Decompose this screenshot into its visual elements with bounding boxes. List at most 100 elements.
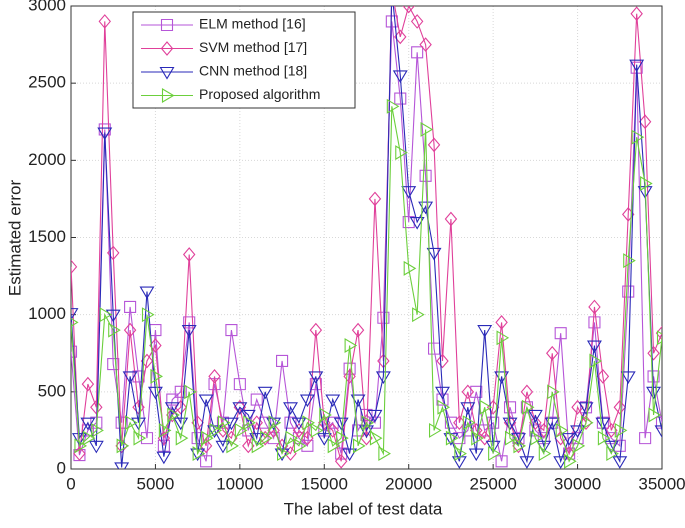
point-marker <box>251 438 265 454</box>
point-marker <box>547 384 560 400</box>
point-marker <box>454 446 467 462</box>
point-marker <box>351 322 365 338</box>
y-tick-label: 1000 <box>28 304 66 323</box>
point-marker <box>385 15 398 28</box>
point-marker <box>198 394 214 408</box>
point-marker <box>630 61 643 74</box>
point-marker <box>648 407 662 423</box>
point-marker <box>90 399 103 415</box>
point-marker <box>521 399 535 415</box>
series-line <box>71 21 662 462</box>
point-marker <box>479 399 493 415</box>
point-marker <box>538 446 552 462</box>
point-marker <box>403 260 417 276</box>
point-marker <box>285 430 299 446</box>
point-marker <box>597 430 611 446</box>
legend-box <box>132 11 356 109</box>
point-marker <box>325 394 341 408</box>
point-marker <box>412 307 425 323</box>
point-marker <box>326 423 339 438</box>
point-marker <box>175 430 189 446</box>
point-marker <box>71 308 79 321</box>
point-marker <box>640 176 653 191</box>
point-marker <box>74 438 88 454</box>
point-marker <box>310 422 324 438</box>
point-marker <box>488 446 501 462</box>
point-marker <box>82 430 96 446</box>
point-marker <box>572 438 586 454</box>
point-marker <box>392 70 408 84</box>
point-marker <box>410 14 424 29</box>
point-marker <box>215 440 231 454</box>
point-marker <box>529 415 542 431</box>
point-marker <box>461 384 475 400</box>
point-marker <box>367 409 383 423</box>
point-marker <box>88 440 104 454</box>
point-marker <box>97 127 113 141</box>
y-tick-label: 2000 <box>28 150 66 169</box>
point-marker <box>299 394 315 408</box>
point-marker <box>647 345 660 361</box>
point-marker <box>302 415 315 431</box>
point-marker <box>191 415 204 431</box>
point-marker <box>334 453 348 469</box>
point-marker <box>344 338 358 353</box>
point-marker <box>116 438 130 454</box>
point-marker <box>208 378 221 391</box>
point-marker <box>402 216 415 229</box>
y-tick-label: 0 <box>57 458 66 477</box>
point-marker <box>411 46 424 59</box>
point-marker <box>444 211 458 227</box>
point-marker <box>495 315 508 330</box>
legend-label: CNN method [18] <box>199 63 307 79</box>
point-marker <box>99 307 113 323</box>
point-marker <box>586 340 602 354</box>
point-marker <box>327 438 341 454</box>
plot-area <box>71 6 662 469</box>
point-marker <box>589 353 603 369</box>
point-marker <box>308 371 324 384</box>
point-marker <box>319 407 332 423</box>
point-marker <box>283 402 298 415</box>
point-marker <box>555 422 569 438</box>
point-marker <box>293 438 307 454</box>
point-marker <box>477 325 493 338</box>
point-marker <box>208 369 221 384</box>
point-marker <box>629 59 645 73</box>
y-tick-label: 500 <box>38 381 66 400</box>
point-marker <box>426 247 442 261</box>
point-marker <box>266 417 282 431</box>
point-marker <box>596 369 610 384</box>
point-marker <box>217 415 231 431</box>
x-axis-label: The label of test data <box>284 499 443 518</box>
point-marker <box>655 416 662 429</box>
point-marker <box>71 433 87 446</box>
legend-marker <box>160 41 174 56</box>
point-marker <box>182 247 196 262</box>
x-tick-label: 20000 <box>385 474 432 493</box>
point-marker <box>201 430 214 446</box>
point-marker <box>234 422 248 438</box>
point-marker <box>124 300 137 314</box>
point-marker <box>133 430 147 446</box>
point-marker <box>462 415 476 431</box>
point-marker <box>333 417 349 431</box>
point-marker <box>428 422 442 438</box>
point-marker <box>580 415 594 431</box>
point-marker <box>612 456 628 469</box>
point-marker <box>630 6 643 22</box>
point-marker <box>427 137 441 153</box>
x-tick-label: 5000 <box>137 474 175 493</box>
x-tick-label: 30000 <box>554 474 601 493</box>
point-marker <box>460 402 476 415</box>
point-marker <box>225 324 238 337</box>
point-marker <box>181 325 197 338</box>
point-marker <box>291 417 307 431</box>
point-marker <box>409 217 425 230</box>
point-marker <box>164 402 180 415</box>
point-marker <box>647 370 660 383</box>
point-marker <box>563 447 576 460</box>
point-marker <box>81 376 95 392</box>
point-marker <box>578 402 594 415</box>
